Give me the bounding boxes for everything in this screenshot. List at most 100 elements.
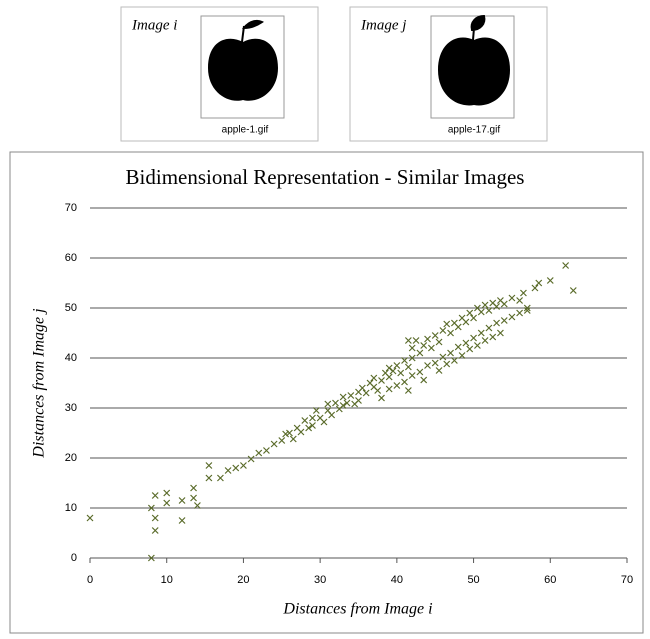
scatter-point bbox=[393, 362, 401, 369]
scatter-point bbox=[408, 354, 416, 362]
apple-stem bbox=[241, 19, 264, 43]
scatter-point bbox=[435, 338, 443, 346]
scatter-point bbox=[416, 349, 424, 357]
scatter-point bbox=[151, 492, 159, 499]
scatter-point bbox=[431, 359, 439, 367]
scatter-point bbox=[347, 392, 355, 399]
scatter-point bbox=[255, 449, 263, 457]
scatter-point bbox=[450, 357, 458, 364]
scatter-point bbox=[205, 462, 213, 469]
scatter-point bbox=[393, 382, 401, 389]
scatter-point bbox=[470, 314, 477, 322]
scatter-point bbox=[309, 414, 316, 422]
x-tick-label: 60 bbox=[544, 574, 556, 586]
apple-icon bbox=[208, 38, 278, 101]
scatter-point bbox=[420, 376, 428, 384]
scatter-point bbox=[385, 373, 393, 381]
y-tick-label: 70 bbox=[65, 202, 77, 214]
y-axis-label: Distances from Image j bbox=[31, 308, 48, 459]
scatter-point bbox=[339, 402, 347, 409]
scatter-point bbox=[378, 394, 385, 402]
scatter-point bbox=[477, 329, 485, 337]
scatter-point bbox=[324, 400, 332, 408]
scatter-point bbox=[163, 499, 171, 507]
x-axis-label: Distances from Image i bbox=[282, 601, 432, 618]
scatter-point bbox=[485, 307, 493, 314]
scatter-point bbox=[458, 352, 466, 359]
scatter-point bbox=[404, 387, 412, 394]
scatter-point bbox=[496, 329, 504, 337]
scatter-point bbox=[531, 284, 539, 292]
scatter-point bbox=[401, 357, 408, 364]
scatter-point bbox=[424, 335, 431, 343]
scatter-point bbox=[309, 422, 316, 429]
apple-icon bbox=[438, 37, 510, 106]
y-tick-label: 10 bbox=[65, 502, 77, 514]
scatter-point bbox=[205, 474, 213, 482]
y-tick-label: 20 bbox=[65, 452, 77, 464]
scatter-point bbox=[562, 262, 570, 269]
scatter-point bbox=[297, 428, 305, 436]
scatter-point bbox=[190, 484, 197, 492]
scatter-point bbox=[508, 294, 516, 302]
chart-frame bbox=[9, 151, 644, 634]
scatter-point bbox=[408, 372, 416, 379]
scatter-point bbox=[477, 308, 485, 316]
scatter-point bbox=[424, 362, 431, 369]
scatter-point bbox=[86, 514, 94, 522]
scatter-point bbox=[358, 384, 366, 392]
image-label: Image j bbox=[360, 17, 406, 33]
scatter-point bbox=[412, 337, 420, 344]
scatter-point bbox=[569, 287, 577, 294]
scatter-point bbox=[520, 289, 527, 297]
scatter-point bbox=[416, 368, 424, 376]
x-tick-label: 30 bbox=[314, 574, 326, 586]
x-tick-label: 0 bbox=[87, 574, 93, 586]
x-tick-label: 70 bbox=[621, 574, 633, 586]
scatter-point bbox=[151, 527, 159, 534]
scatter-point bbox=[454, 323, 462, 331]
scatter-point bbox=[224, 467, 232, 474]
scatter-point bbox=[289, 435, 297, 443]
scatter-point bbox=[420, 342, 428, 349]
plot-area: 0 10 20 30 40 50 60 70 0 10 20 30 40 50 60 70 bbox=[65, 202, 633, 586]
scatter-point bbox=[523, 307, 531, 314]
scatter-point bbox=[385, 385, 393, 393]
scatter-point bbox=[216, 474, 224, 482]
scatter-point bbox=[500, 317, 508, 324]
scatter-point bbox=[320, 418, 328, 426]
scatter-point bbox=[470, 334, 477, 342]
scatter-point bbox=[286, 429, 293, 437]
scatter-point bbox=[435, 367, 443, 374]
scatter-point bbox=[328, 411, 336, 419]
scatter-point bbox=[404, 337, 412, 344]
scatter-point bbox=[147, 504, 155, 512]
x-tick-label: 40 bbox=[391, 574, 403, 586]
scatter-point bbox=[247, 455, 255, 463]
scatter-point bbox=[401, 378, 408, 386]
chart-title: Bidimensional Representation - Similar I… bbox=[126, 165, 525, 189]
scatter-point bbox=[374, 387, 382, 394]
scatter-point bbox=[263, 447, 270, 454]
scatter-point bbox=[362, 389, 370, 397]
scatter-point bbox=[378, 377, 385, 384]
scatter-point bbox=[466, 309, 474, 317]
scatter-point bbox=[481, 301, 489, 309]
scatter-point bbox=[431, 332, 439, 339]
apple-stem bbox=[470, 14, 486, 41]
image-panel: Image i apple-1.gif bbox=[120, 6, 319, 142]
scatter-point bbox=[454, 343, 462, 351]
scatter-point bbox=[443, 360, 451, 368]
y-tick-label: 30 bbox=[65, 402, 77, 414]
scatter-point bbox=[355, 397, 362, 404]
image-panel: Image j apple-17.gif bbox=[349, 6, 548, 142]
scatter-point bbox=[427, 344, 435, 352]
scatter-point bbox=[339, 393, 347, 401]
x-tick-label: 50 bbox=[467, 574, 479, 586]
scatter-point bbox=[240, 462, 247, 469]
scatter-point bbox=[151, 514, 159, 522]
scatter-point bbox=[516, 309, 524, 317]
scatter-point bbox=[473, 342, 481, 349]
